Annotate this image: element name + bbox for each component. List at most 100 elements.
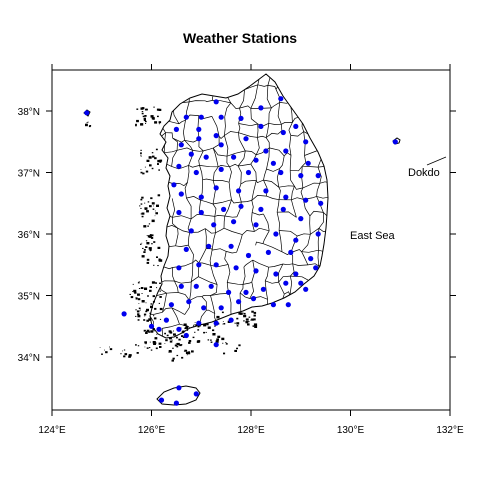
islet — [140, 149, 142, 151]
district-boundary — [309, 210, 324, 217]
district-boundary — [213, 74, 216, 92]
islet — [251, 318, 254, 321]
district-boundary — [187, 165, 190, 183]
district-boundary — [323, 212, 328, 218]
district-boundary — [251, 212, 264, 216]
district-boundary — [154, 152, 165, 156]
station-marker — [176, 385, 182, 391]
district-boundary — [307, 263, 319, 267]
islet — [239, 312, 243, 315]
district-boundary — [304, 294, 310, 314]
district-boundary — [230, 102, 240, 109]
district-boundary — [203, 147, 214, 152]
islet — [141, 215, 144, 218]
station-marker — [318, 200, 324, 206]
islet — [144, 166, 146, 168]
islet — [141, 196, 144, 199]
islet — [197, 340, 201, 343]
islet — [194, 322, 196, 323]
district-boundary — [213, 74, 229, 76]
islet — [123, 355, 126, 358]
district-boundary — [301, 234, 311, 252]
station-marker — [198, 209, 204, 216]
district-boundary — [330, 248, 333, 262]
district-boundary — [251, 212, 255, 232]
islet — [142, 172, 145, 175]
station-marker — [236, 299, 242, 305]
islet — [250, 319, 251, 321]
district-boundary — [224, 251, 229, 265]
islet — [138, 303, 140, 304]
islet — [146, 159, 150, 162]
islet — [166, 334, 169, 337]
station-marker — [231, 219, 237, 225]
islet — [216, 338, 219, 341]
station-marker — [173, 400, 179, 406]
station-marker — [228, 317, 234, 323]
islet — [185, 350, 188, 352]
district-boundary — [243, 339, 252, 342]
station-marker — [280, 206, 286, 212]
islet — [234, 349, 237, 352]
district-boundary — [178, 292, 190, 301]
station-marker — [211, 222, 217, 228]
district-boundary — [300, 187, 304, 200]
islet — [225, 342, 227, 343]
district-boundary — [160, 163, 163, 181]
district-boundary — [173, 88, 191, 93]
district-boundary — [290, 165, 303, 172]
district-boundary — [172, 215, 192, 220]
district-boundary — [302, 83, 306, 102]
station-marker — [253, 222, 259, 228]
district-boundary — [319, 137, 324, 151]
district-boundary — [292, 263, 308, 266]
district-boundary — [303, 199, 311, 217]
district-boundary — [242, 230, 255, 235]
station-marker — [298, 280, 304, 286]
district-boundary — [224, 215, 237, 218]
islet — [186, 354, 188, 356]
station-marker — [270, 160, 276, 166]
district-boundary — [257, 135, 267, 138]
islet — [141, 242, 143, 244]
islet — [153, 205, 154, 207]
islet — [146, 210, 149, 213]
district-boundary — [319, 99, 328, 105]
district-boundary — [289, 170, 295, 187]
district-boundary — [255, 137, 260, 155]
station-marker — [213, 133, 219, 139]
district-boundary — [189, 88, 204, 92]
district-boundary — [190, 74, 207, 75]
islet — [185, 326, 189, 329]
district-boundary — [278, 187, 281, 200]
islet — [176, 354, 179, 357]
station-marker — [236, 188, 242, 194]
islet — [143, 119, 146, 121]
district-boundary — [265, 280, 279, 284]
district-boundary — [153, 180, 162, 187]
district-boundary — [224, 102, 232, 117]
district-boundary — [297, 233, 311, 237]
islet — [169, 340, 173, 343]
district-boundary — [189, 74, 193, 89]
islet — [205, 331, 207, 333]
district-boundary — [302, 74, 324, 75]
district-boundary — [330, 153, 331, 170]
district-boundary — [302, 182, 320, 189]
district-boundary — [318, 104, 322, 122]
district-boundary — [289, 99, 305, 103]
district-boundary — [150, 74, 152, 85]
district-boundary — [162, 323, 180, 329]
district-boundary — [224, 131, 239, 136]
district-boundary — [304, 309, 323, 314]
district-boundary — [178, 119, 186, 125]
islet — [188, 340, 192, 342]
islet — [128, 355, 131, 358]
district-boundary — [183, 120, 186, 141]
islet — [148, 223, 151, 225]
district-boundary — [171, 307, 185, 315]
islet — [153, 264, 155, 266]
islet — [202, 323, 204, 325]
district-boundary — [175, 228, 179, 246]
district-boundary — [327, 326, 328, 338]
